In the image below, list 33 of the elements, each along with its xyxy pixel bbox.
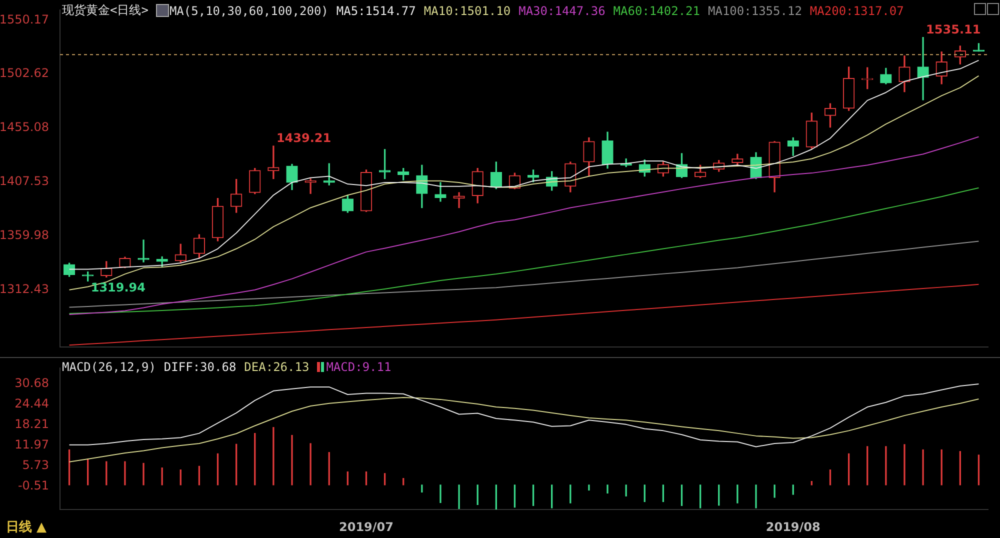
y-tick-label: 1550.17	[0, 12, 49, 26]
annotation: 1439.21	[276, 131, 332, 146]
y-tick-label: 1359.98	[0, 228, 49, 242]
x-tick-label: 2019/08	[766, 520, 820, 534]
text: MA200:1317.07	[810, 4, 904, 18]
y-tick-label: 1502.62	[0, 66, 49, 80]
text: MA10:1501.10	[424, 4, 511, 18]
text: 日线 ▲	[6, 519, 47, 536]
y-tick-label: -0.51	[18, 478, 49, 493]
chart-title: MACD(26,12,9)	[62, 360, 156, 374]
text: DEA:26.13	[244, 360, 310, 374]
annotation: 1535.11	[926, 22, 981, 36]
legend-label: MACD:9.11	[325, 360, 392, 374]
candlestick	[453, 192, 465, 208]
x-tick-label: 2019/07	[339, 520, 394, 534]
text: MA30:1447.36	[518, 4, 606, 18]
y-tick-label: 24.44	[14, 396, 49, 411]
candlestick	[917, 36, 929, 100]
chart-subtitle: MA(5,10,30,60,100,200)	[169, 4, 328, 18]
chart-title: 现货黄金<日线>	[62, 2, 148, 19]
annotation: 1319.94	[90, 280, 146, 294]
text: MA100:1355.12	[708, 4, 802, 18]
text: MA5:1514.77	[336, 4, 416, 18]
y-tick-label: 5.73	[22, 458, 49, 472]
y-tick-label: 1312.43	[0, 282, 49, 296]
y-tick-label: 30.68	[14, 376, 49, 390]
y-tick-label: 1455.08	[0, 120, 49, 134]
y-tick-label: 1407.53	[0, 174, 49, 188]
text: DIFF:30.68	[164, 360, 236, 374]
y-tick-label: 18.21	[14, 417, 49, 432]
candlestick	[268, 146, 280, 180]
text: MA60:1402.21	[613, 4, 700, 18]
y-tick-label: 11.97	[14, 438, 49, 452]
